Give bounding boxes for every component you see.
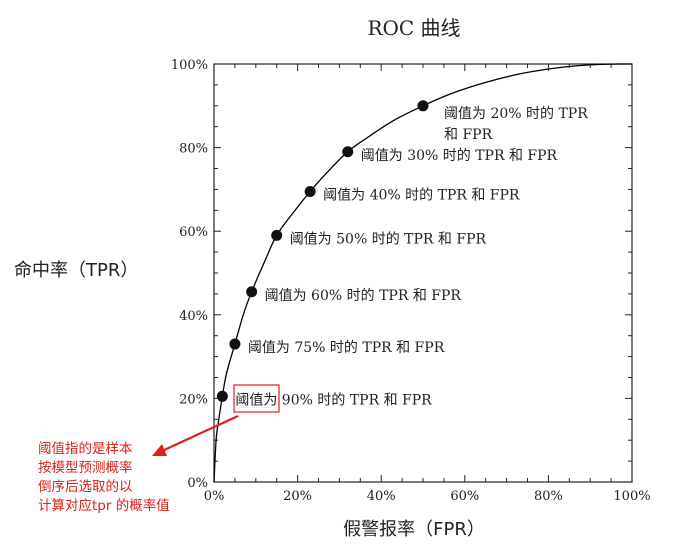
annotation-line: 倒序后选取的以 xyxy=(38,479,133,495)
threshold-point xyxy=(304,185,316,197)
threshold-point xyxy=(216,390,228,402)
threshold-point-label: 阈值为 40% 时的 TPR 和 FPR xyxy=(323,187,520,203)
threshold-highlight-box xyxy=(233,384,280,413)
threshold-point-label: 阈值为 30% 时的 TPR 和 FPR xyxy=(361,148,558,164)
annotation-line: 计算对应tpr 的概率值 xyxy=(38,498,170,514)
y-tick-label: 40% xyxy=(179,309,208,324)
y-tick-label: 80% xyxy=(179,142,208,157)
x-tick-label: 60% xyxy=(450,489,479,504)
threshold-point xyxy=(417,100,429,112)
x-tick-label: 40% xyxy=(367,489,396,504)
annotation-arrow-line xyxy=(161,415,239,452)
chart-title: ROC 曲线 xyxy=(367,16,460,40)
y-tick-label: 20% xyxy=(179,392,208,407)
y-tick-label: 0% xyxy=(187,476,208,491)
annotation-arrowhead xyxy=(152,444,167,456)
plot-area: 0% 20% 40% 60% 80% 100% 0% 20% 40% 60% 80% 100% 阈值为… xyxy=(171,58,651,504)
y-tick-label: 100% xyxy=(171,58,208,73)
x-tick-label: 100% xyxy=(613,489,650,504)
threshold-point xyxy=(342,146,354,158)
threshold-point-label: 阈值为 75% 时的 TPR 和 FPR xyxy=(248,340,445,356)
threshold-point-label: 阈值为 60% 时的 TPR 和 FPR xyxy=(265,288,462,304)
y-tick-label: 60% xyxy=(179,225,208,240)
threshold-point-label: 阈值为 90% 时的 TPR 和 FPR xyxy=(235,392,432,408)
threshold-annotation: 阈值指的是样本 按模型预测概率 倒序后选取的以 计算对应tpr 的概率值 xyxy=(38,440,170,516)
x-tick-label: 0% xyxy=(204,489,225,504)
threshold-point-label: 和 FPR xyxy=(444,127,493,143)
plot-frame xyxy=(213,63,633,483)
x-tick-label: 80% xyxy=(534,489,563,504)
x-tick-label: 20% xyxy=(283,489,312,504)
threshold-point-label: 阈值为 20% 时的 TPR xyxy=(444,106,588,122)
threshold-point-label: 阈值为 50% 时的 TPR 和 FPR xyxy=(290,231,487,247)
y-axis-label: 命中率（TPR） xyxy=(14,260,138,281)
threshold-point xyxy=(271,229,283,241)
threshold-point xyxy=(246,286,258,298)
threshold-point xyxy=(229,338,241,350)
annotation-line: 按模型预测概率 xyxy=(38,460,133,476)
x-axis-label: 假警报率（FPR） xyxy=(343,519,485,540)
annotation-line: 阈值指的是样本 xyxy=(38,441,133,457)
roc-curve xyxy=(213,63,633,483)
